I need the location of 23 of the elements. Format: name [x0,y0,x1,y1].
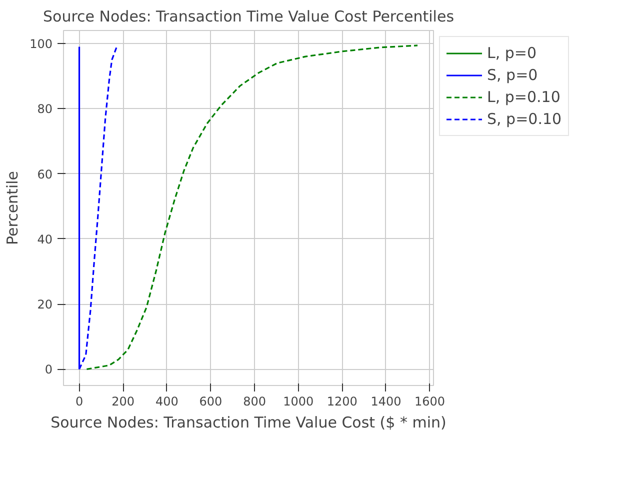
x-tick-label: 200 [112,394,135,408]
x-tick-label: 0 [75,394,84,408]
x-axis-title: Source Nodes: Transaction Time Value Cost ($ * min) [50,414,446,432]
x-tick-label: 1400 [370,394,402,408]
x-tick-label: 1600 [414,394,446,408]
x-tick-label: 800 [243,394,266,408]
y-axis-title: Percentile [4,170,22,245]
y-tick-label: 40 [37,232,53,246]
y-tick-label: 20 [37,298,53,312]
y-tick-label: 0 [44,362,53,377]
y-tick-label: 60 [37,167,53,182]
y-tick-label: 80 [37,102,53,116]
x-tick-label: 400 [155,394,178,408]
x-tick-label: 600 [199,394,222,408]
legend-label: S, p=0 [487,66,538,84]
x-tick-label: 1200 [326,394,358,408]
line-series [86,44,418,370]
x-tick-label: 1000 [283,394,314,408]
legend-label: S, p=0.10 [487,110,562,128]
legend-label: L, p=0 [487,44,537,62]
y-tick-label: 100 [30,37,52,52]
chart-title: Source Nodes: Transaction Time Value Cost Percentiles [42,8,454,26]
legend-label: L, p=0.10 [487,88,560,106]
